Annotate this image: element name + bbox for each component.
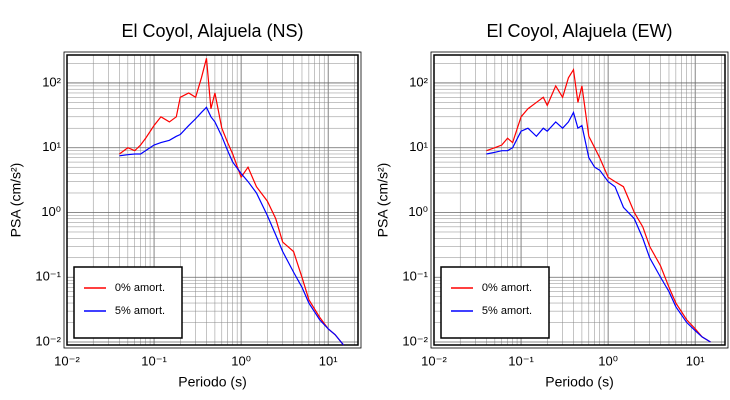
- plot-frame: [66, 54, 359, 346]
- y-tick-label: 10⁻²: [402, 333, 428, 348]
- x-tick-label: 10¹: [686, 353, 705, 368]
- y-tick-label: 10⁰: [41, 204, 61, 219]
- x-tick-label: 10¹: [319, 353, 338, 368]
- x-axis-label: Periodo (s): [178, 374, 246, 390]
- legend-label: 0% amort.: [482, 282, 532, 294]
- y-tick-label: 10¹: [409, 139, 428, 154]
- plot-frame: [433, 54, 726, 346]
- series-line: [486, 110, 711, 343]
- x-tick-label: 10⁻²: [421, 353, 447, 368]
- outer-frame: [430, 51, 729, 349]
- y-tick-label: 10²: [42, 74, 61, 89]
- legend-label: 5% amort.: [115, 305, 165, 317]
- legend-box: [440, 266, 550, 339]
- y-axis-label: PSA (cm/s²): [8, 163, 24, 238]
- outer-frame: [63, 51, 362, 349]
- chart-title: El Coyol, Alajuela (NS): [121, 21, 303, 41]
- series-line: [119, 58, 344, 346]
- chart-title: El Coyol, Alajuela (EW): [486, 21, 672, 41]
- series-line: [486, 67, 711, 343]
- y-tick-label: 10⁻¹: [35, 269, 61, 284]
- y-tick-label: 10¹: [42, 139, 61, 154]
- legend-label: 5% amort.: [482, 305, 532, 317]
- y-tick-label: 10⁻¹: [402, 269, 428, 284]
- x-axis-label: Periodo (s): [545, 374, 613, 390]
- y-tick-label: 10⁻²: [35, 333, 61, 348]
- series-line: [119, 106, 344, 346]
- y-axis-label: PSA (cm/s²): [375, 163, 391, 238]
- legend-label: 0% amort.: [115, 282, 165, 294]
- y-tick-label: 10⁰: [408, 204, 428, 219]
- x-tick-label: 10⁰: [598, 353, 618, 368]
- y-tick-label: 10²: [409, 74, 428, 89]
- x-tick-label: 10⁻¹: [141, 353, 167, 368]
- x-tick-label: 10⁻²: [54, 353, 80, 368]
- x-tick-label: 10⁻¹: [508, 353, 534, 368]
- legend-box: [73, 266, 183, 339]
- x-tick-label: 10⁰: [231, 353, 251, 368]
